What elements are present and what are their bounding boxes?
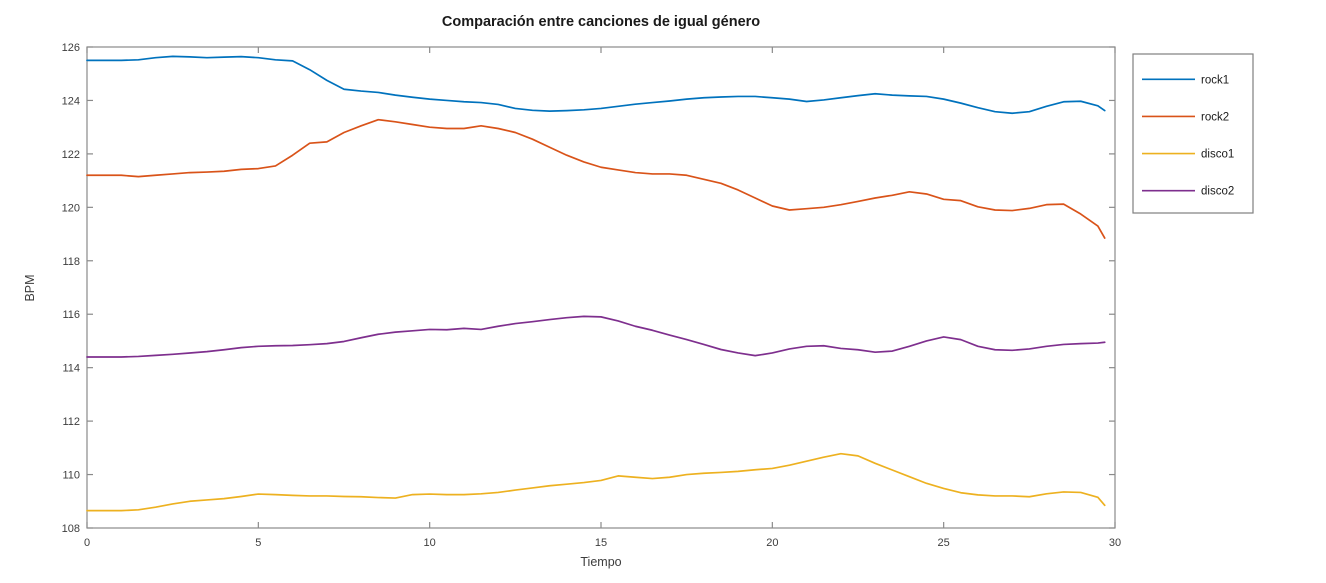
series-line-rock2 <box>86 118 1106 239</box>
y-tick-label: 112 <box>62 416 80 428</box>
legend-entry-disco1: disco1 <box>1142 149 1234 161</box>
plot-area: 0 5 10 15 20 25 30 108 110 112 114 116 118 120 122 124 1… <box>62 42 1121 549</box>
legend-box <box>1132 53 1254 214</box>
x-tick-label: 15 <box>595 537 607 549</box>
series-line-rock1 <box>86 55 1106 115</box>
x-axis-label: Tiempo <box>580 555 621 569</box>
series-line-disco2 <box>86 315 1106 358</box>
y-tick-label: 116 <box>62 309 80 321</box>
y-tick-label: 122 <box>62 149 80 161</box>
y-tick-label: 118 <box>62 256 80 268</box>
legend-entry-rock1: rock1 <box>1142 74 1229 86</box>
y-tick-label: 110 <box>62 470 80 482</box>
x-tick-label: 30 <box>1109 537 1121 549</box>
x-tick-label: 0 <box>84 537 90 549</box>
y-tick-label: 124 <box>62 95 80 107</box>
chart-title: Comparación entre canciones de igual gén… <box>442 14 760 30</box>
axes-box <box>86 46 1116 529</box>
x-tick-label: 25 <box>938 537 950 549</box>
legend-label: disco2 <box>1201 186 1234 198</box>
series-line-disco1 <box>86 452 1106 512</box>
legend-entry-disco2: disco2 <box>1142 186 1234 198</box>
x-tick-label: 20 <box>766 537 778 549</box>
y-tick-label: 114 <box>62 363 80 375</box>
legend-label: rock1 <box>1201 74 1229 86</box>
legend-entry-rock2: rock2 <box>1142 111 1229 123</box>
y-tick-label: 108 <box>62 523 80 535</box>
y-axis-label: BPM <box>23 274 37 301</box>
legend: rock1 rock2 disco1 disco2 <box>1132 53 1254 214</box>
legend-label: rock2 <box>1201 111 1229 123</box>
y-tick-label: 126 <box>62 42 80 54</box>
y-tick-label: 120 <box>62 202 80 214</box>
x-tick-label: 5 <box>255 537 261 549</box>
x-tick-label: 10 <box>424 537 436 549</box>
legend-label: disco1 <box>1201 149 1234 161</box>
